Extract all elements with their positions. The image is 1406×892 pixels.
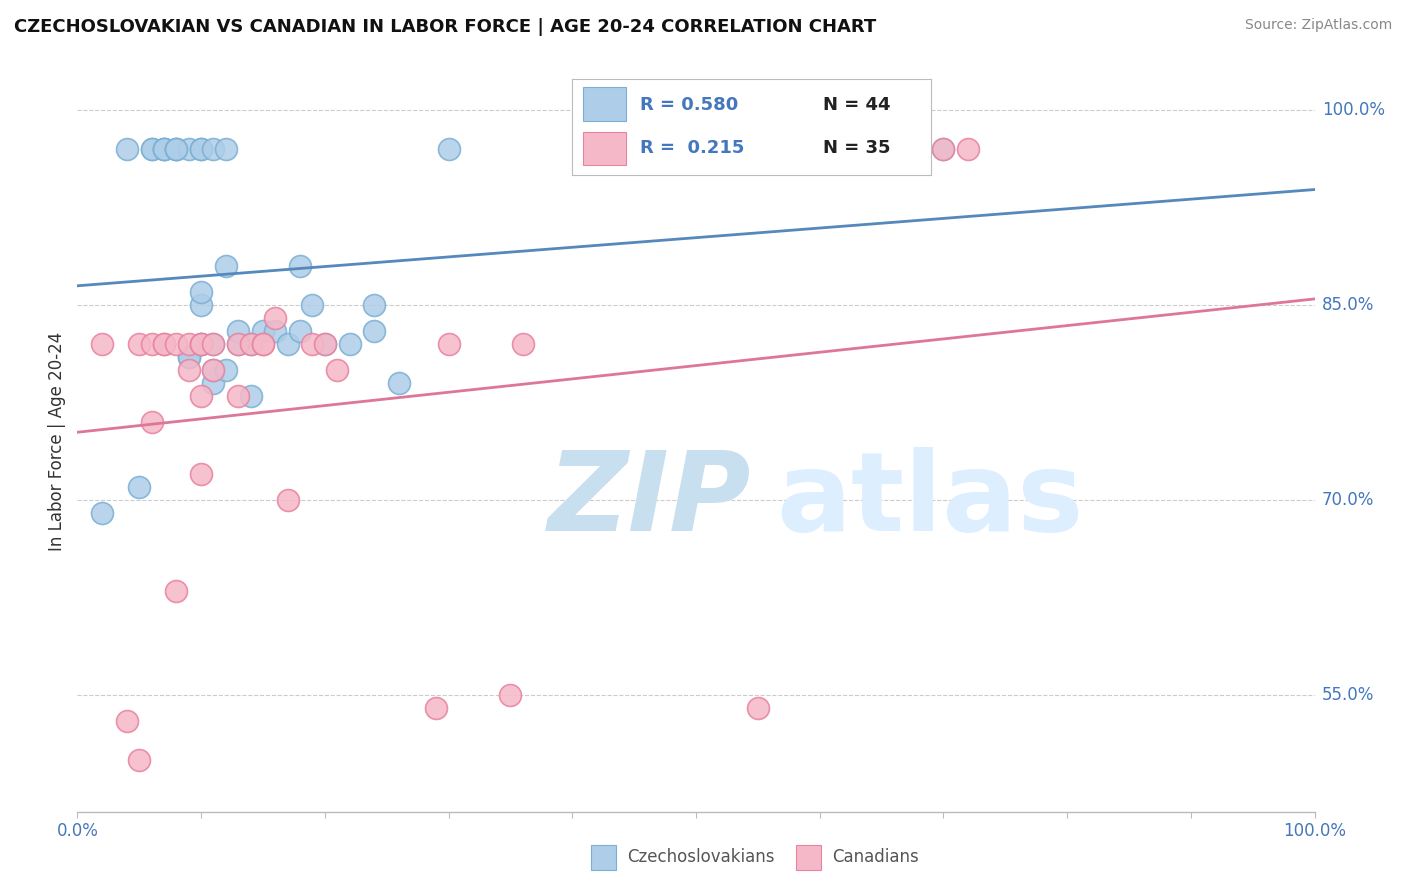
Point <box>165 337 187 351</box>
Point <box>239 337 262 351</box>
Point <box>499 688 522 702</box>
Point <box>301 298 323 312</box>
Point <box>165 142 187 156</box>
Point <box>153 337 176 351</box>
Point <box>314 337 336 351</box>
Point <box>128 337 150 351</box>
Point <box>115 142 138 156</box>
Point <box>153 142 176 156</box>
Point <box>226 337 249 351</box>
Point <box>932 142 955 156</box>
Text: ZIP: ZIP <box>547 447 751 554</box>
Text: Source: ZipAtlas.com: Source: ZipAtlas.com <box>1244 18 1392 32</box>
Text: Czechoslovakians: Czechoslovakians <box>627 848 775 866</box>
Point <box>177 142 200 156</box>
Point <box>190 337 212 351</box>
Point <box>252 337 274 351</box>
Point <box>190 337 212 351</box>
Point <box>277 337 299 351</box>
Point <box>202 142 225 156</box>
Point <box>91 337 114 351</box>
Point <box>288 324 311 338</box>
Point <box>141 142 163 156</box>
Point <box>177 350 200 364</box>
Point <box>437 337 460 351</box>
Point <box>177 363 200 377</box>
Text: 55.0%: 55.0% <box>1322 686 1374 704</box>
Point <box>177 350 200 364</box>
Point <box>239 389 262 403</box>
Point <box>363 324 385 338</box>
Point <box>512 337 534 351</box>
Point <box>141 415 163 429</box>
Point <box>226 337 249 351</box>
Point <box>202 363 225 377</box>
Point <box>586 142 609 156</box>
Text: atlas: atlas <box>776 447 1084 554</box>
Y-axis label: In Labor Force | Age 20-24: In Labor Force | Age 20-24 <box>48 332 66 551</box>
Text: Canadians: Canadians <box>832 848 920 866</box>
Point <box>190 389 212 403</box>
Point <box>252 337 274 351</box>
Point <box>128 480 150 494</box>
Point <box>202 337 225 351</box>
Text: 85.0%: 85.0% <box>1322 296 1374 314</box>
Point <box>128 753 150 767</box>
Point <box>115 714 138 728</box>
Point <box>264 311 287 326</box>
Point <box>190 467 212 481</box>
Point <box>215 142 238 156</box>
Point <box>252 324 274 338</box>
Point <box>153 142 176 156</box>
Point <box>190 298 212 312</box>
Point <box>747 701 769 715</box>
Point <box>165 142 187 156</box>
Point <box>141 142 163 156</box>
Point <box>301 337 323 351</box>
Point <box>314 337 336 351</box>
Point <box>932 142 955 156</box>
Point <box>202 337 225 351</box>
Text: 70.0%: 70.0% <box>1322 491 1374 509</box>
Point <box>239 337 262 351</box>
Point <box>264 324 287 338</box>
Point <box>165 583 187 598</box>
Point <box>190 285 212 300</box>
Point <box>153 337 176 351</box>
Point <box>177 337 200 351</box>
Point <box>226 389 249 403</box>
Point <box>190 142 212 156</box>
Point <box>277 493 299 508</box>
Point <box>190 142 212 156</box>
Text: 100.0%: 100.0% <box>1322 102 1385 120</box>
Point <box>226 324 249 338</box>
Point <box>339 337 361 351</box>
Point <box>153 142 176 156</box>
Point <box>202 376 225 390</box>
Point <box>388 376 411 390</box>
Point <box>141 337 163 351</box>
Point <box>215 259 238 273</box>
Point <box>165 142 187 156</box>
Point <box>437 142 460 156</box>
Point <box>202 363 225 377</box>
Point <box>190 337 212 351</box>
Text: CZECHOSLOVAKIAN VS CANADIAN IN LABOR FORCE | AGE 20-24 CORRELATION CHART: CZECHOSLOVAKIAN VS CANADIAN IN LABOR FOR… <box>14 18 876 36</box>
Point <box>425 701 447 715</box>
Point <box>215 363 238 377</box>
Point <box>288 259 311 273</box>
Point <box>957 142 980 156</box>
Point <box>326 363 349 377</box>
Point <box>91 506 114 520</box>
Point <box>363 298 385 312</box>
